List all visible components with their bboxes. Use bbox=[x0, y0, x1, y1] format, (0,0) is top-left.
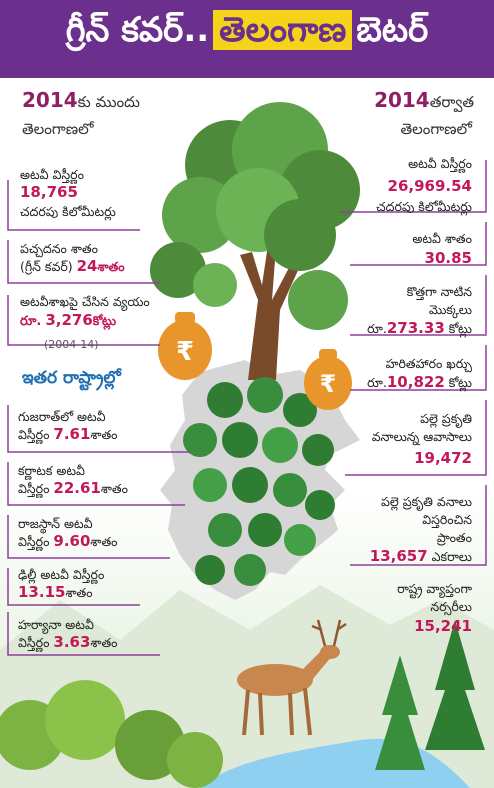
right-new-plants-unit: కోట్లు bbox=[448, 321, 472, 336]
state-delhi-line2: 13.15శాతం bbox=[18, 583, 93, 601]
title-banner: గ్రీన్ కవర్.. తెలంగాణ బెటర్ bbox=[0, 0, 494, 78]
state-gujarat-line1: గుజరాత్‌లో అటవీ bbox=[18, 409, 106, 424]
right-nursery-label2: నర్సరీలు bbox=[430, 599, 472, 614]
state-rajasthan-value: 9.60 bbox=[53, 532, 91, 550]
right-header-line2: తెలంగాణలో bbox=[400, 120, 472, 138]
state-karnataka-line2: విస్తీర్ణం 22.61శాతం bbox=[18, 479, 128, 497]
title-part-better: బెటర్ bbox=[356, 10, 429, 50]
right-forest-pct-label: అటవీ శాతం bbox=[412, 231, 472, 246]
left-spend-label: అటవీశాఖపై చేసిన వ్యయం bbox=[20, 294, 150, 309]
money-bag-right bbox=[304, 349, 352, 410]
right-palle-value: 19,472 bbox=[414, 449, 472, 467]
right-haritha-line: రూ.10,822 కోట్లు bbox=[367, 374, 472, 391]
right-haritha-label: హరితహారం ఖర్చు bbox=[385, 356, 472, 371]
money-bag-left bbox=[158, 312, 212, 380]
tree-trunk bbox=[240, 245, 300, 380]
left-spend-period: (2004-14) bbox=[44, 338, 99, 351]
title-part-green-cover: గ్రీన్ కవర్.. bbox=[65, 10, 210, 50]
left-green-cover-line: (గ్రీన్ కవర్) 24శాతం bbox=[20, 258, 125, 275]
left-header-line2: తెలంగాణలో bbox=[22, 120, 94, 138]
left-spend-line: రూ. 3,276కోట్లు bbox=[20, 312, 116, 330]
right-new-plants-line: రూ.273.33 కోట్లు bbox=[367, 320, 472, 337]
right-pallevanalu-label: పల్లె ప్రకృతి వనాలు bbox=[381, 494, 472, 509]
right-header-suffix: తర్వాత bbox=[429, 93, 474, 111]
right-pallevanalu-line: 13,657 ఎకరాలు bbox=[370, 548, 472, 565]
right-pallevanalu-value: 13,657 bbox=[369, 547, 428, 565]
right-new-plants-prefix: రూ. bbox=[367, 321, 387, 336]
left-green-cover-label: పచ్చదనం శాతం bbox=[20, 241, 98, 256]
state-gujarat-value: 7.61 bbox=[53, 425, 91, 443]
left-bushes bbox=[0, 680, 223, 788]
state-karnataka-line1: కర్ణాటక అటవీ bbox=[18, 463, 85, 478]
right-pallevanalu-unit: ఎకరాలు bbox=[431, 549, 472, 564]
left-spend-unit: కోట్లు bbox=[92, 313, 117, 328]
right-palle-label: పల్లె ప్రకృతి bbox=[420, 411, 472, 426]
right-pallevanalu-label3: ప్రాంతం bbox=[436, 530, 472, 545]
left-green-cover-unit: శాతం bbox=[97, 259, 125, 274]
rupee-icon-left: ₹ bbox=[176, 337, 194, 367]
left-header-year: 2014 bbox=[22, 88, 78, 112]
right-forest-pct-value: 30.85 bbox=[424, 249, 472, 267]
right-nursery-value: 15,241 bbox=[414, 617, 472, 635]
left-green-cover-value: 24 bbox=[76, 257, 98, 275]
left-forest-area-label: అటవీ విస్తీర్ణం bbox=[20, 167, 84, 182]
left-spend-value: 3,276 bbox=[45, 311, 93, 329]
left-spend-prefix: రూ. bbox=[20, 314, 42, 329]
map-forest-trees bbox=[183, 377, 335, 586]
rupee-icon-right: ₹ bbox=[320, 370, 337, 398]
deer-illustration bbox=[237, 619, 347, 736]
right-header: 2014తర్వాత bbox=[374, 90, 474, 111]
state-delhi-value: 13.15 bbox=[18, 583, 66, 601]
page-title: గ్రీన్ కవర్.. తెలంగాణ బెటర్ bbox=[0, 10, 494, 58]
state-gujarat-line2: విస్తీర్ణం 7.61శాతం bbox=[18, 425, 118, 443]
right-forest-area-value: 26,969.54 bbox=[387, 177, 472, 195]
right-haritha-unit: కోట్లు bbox=[448, 375, 472, 390]
state-delhi-line1: ఢిల్లీ అటవీ విస్తీర్ణం bbox=[18, 567, 105, 582]
right-forest-area-label: అటవీ విస్తీర్ణం bbox=[408, 156, 472, 171]
connector-lines bbox=[7, 160, 487, 656]
tree-canopy bbox=[150, 102, 360, 330]
state-rajasthan-line2: విస్తీర్ణం 9.60శాతం bbox=[18, 532, 118, 550]
state-haryana-line1: హర్యానా అటవీ bbox=[18, 617, 94, 632]
left-header-suffix: కు ముందు bbox=[77, 93, 140, 111]
other-states-heading: ఇతర రాష్ట్రాల్లో bbox=[22, 368, 121, 388]
left-forest-area-unit: చదరపు కిలోమీటర్లు bbox=[20, 204, 116, 219]
left-header: 2014కు ముందు bbox=[22, 90, 140, 111]
forest-illustration: ₹ ₹ bbox=[0, 102, 494, 788]
title-part-telangana: తెలంగాణ bbox=[213, 10, 353, 50]
state-haryana-line2: విస్తీర్ణం 3.63శాతం bbox=[18, 633, 118, 651]
state-haryana-value: 3.63 bbox=[53, 633, 91, 651]
right-header-year: 2014 bbox=[374, 88, 430, 112]
right-new-plants-value: 273.33 bbox=[386, 319, 445, 337]
right-new-plants-label: కొత్తగా నాటిన bbox=[406, 284, 472, 299]
state-karnataka-value: 22.61 bbox=[53, 479, 101, 497]
left-green-cover-label2: (గ్రీన్ కవర్) bbox=[20, 259, 73, 274]
right-new-plants-label2: మొక్కలు bbox=[428, 302, 472, 317]
right-palle-label2: వనాలున్న ఆవాసాలు bbox=[371, 429, 472, 444]
left-forest-area-value: 18,765 bbox=[20, 183, 78, 201]
right-haritha-value: 10,822 bbox=[386, 373, 445, 391]
right-forest-area-unit: చదరపు కిలోమీటర్లు bbox=[376, 199, 472, 214]
right-pallevanalu-label2: విస్తరించిన bbox=[422, 512, 472, 527]
state-rajasthan-line1: రాజస్థాన్ అటవీ bbox=[18, 516, 93, 531]
right-nursery-label: రాష్ట్ర వ్యాప్తంగా bbox=[397, 581, 472, 596]
right-pine-trees bbox=[375, 620, 485, 770]
right-haritha-prefix: రూ. bbox=[367, 375, 387, 390]
